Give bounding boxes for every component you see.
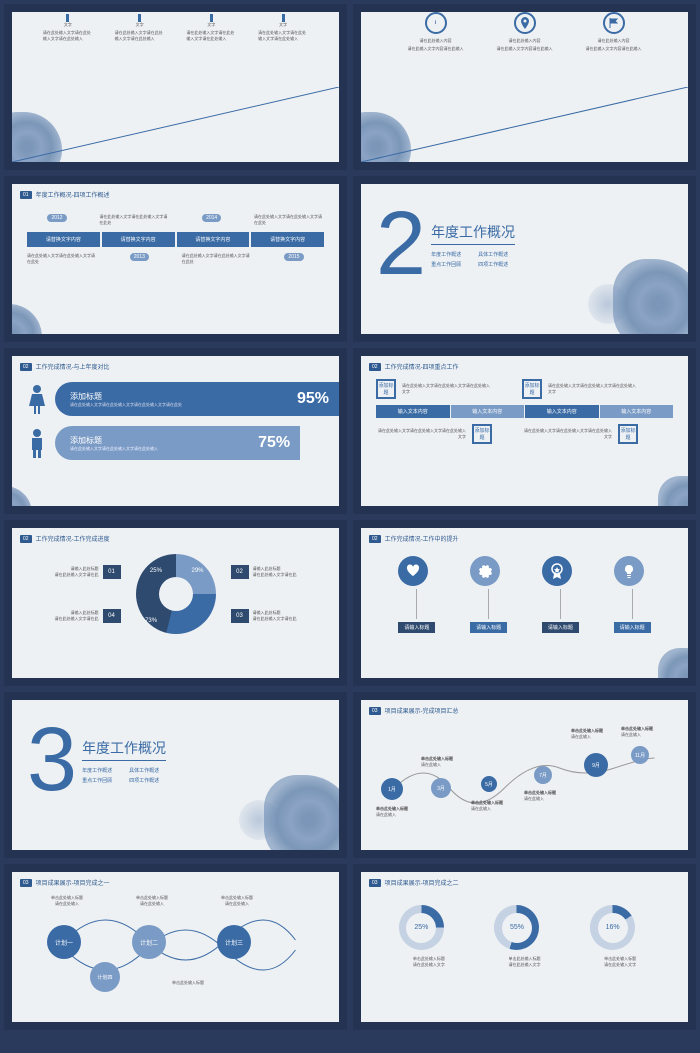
percent-value: 95% [297,390,329,408]
bulb-icon [614,556,644,586]
medal-icon [542,556,572,586]
male-icon [27,428,47,458]
slide-1-icons: i 请在此处输入内容 请在此输入文字内容请在此输入 请在此处输入内容 请在此输入… [353,4,696,170]
gear-icon [470,556,500,586]
info-icon: i [425,12,447,34]
section-number: 2 [376,204,426,285]
female-icon [27,384,47,414]
donut-chart: 25% 29% 73% [136,554,216,634]
slide-plans: 03项目成果展示-项目完成之一 单击此处输入标题请在此处输入 单击此处输入标题请… [4,864,347,1030]
slide-comparison: 02工作完成情况-与上年度对比 添加标题 请在此处输入文字请在此处输入文字请在此… [4,348,347,514]
pin-icon [514,12,536,34]
column-label: 文字 [64,22,72,28]
slide-timeline: 01年度工作概况-四项工作概述 2012 请在此处输入文字请在此处输入文字请在此… [4,176,347,342]
slide-month-timeline: 03项目成果展示-完成项目汇总 1月 3月 5月 7月 9月 11月 单击此处输… [353,692,696,858]
slide-three-rings: 03项目成果展示-项目完成之二 25% 单击此处输入标题 请在此处输入文字 55… [353,864,696,1030]
slide-four-tabs: 02工作完成情况-四项重点工作 添加标题 请在此处输入文字请在此处输入文字请在此… [353,348,696,514]
slide-title: 年度工作概况-四项工作概述 [36,190,110,199]
slide-four-icons: 02工作完成情况-工作中的提升 请输入标题 请输入标题 请输入标题 请输入标题 [353,520,696,686]
flag-icon [603,12,625,34]
slide-donut-progress: 02工作完成情况-工作完成进度 请输入此处标题请在此处输入文字请在此01 请输入… [4,520,347,686]
section-title: 年度工作概况 [431,222,515,245]
slide-section-2: 2 年度工作概况 年度工作概述 具体工作概述 重点工作回顾 四项工作概述 [353,176,696,342]
slide-1-columns: 文字 文字 文字 文字 请在此处输入文字请在此处输入文字请在此处输入 请在此处输… [4,4,347,170]
slide-section-3: 3 年度工作概况 年度工作概述 具体工作概述 重点工作回顾 四项工作概述 [4,692,347,858]
heart-icon [398,556,428,586]
ring-chart: 25% [399,905,444,950]
